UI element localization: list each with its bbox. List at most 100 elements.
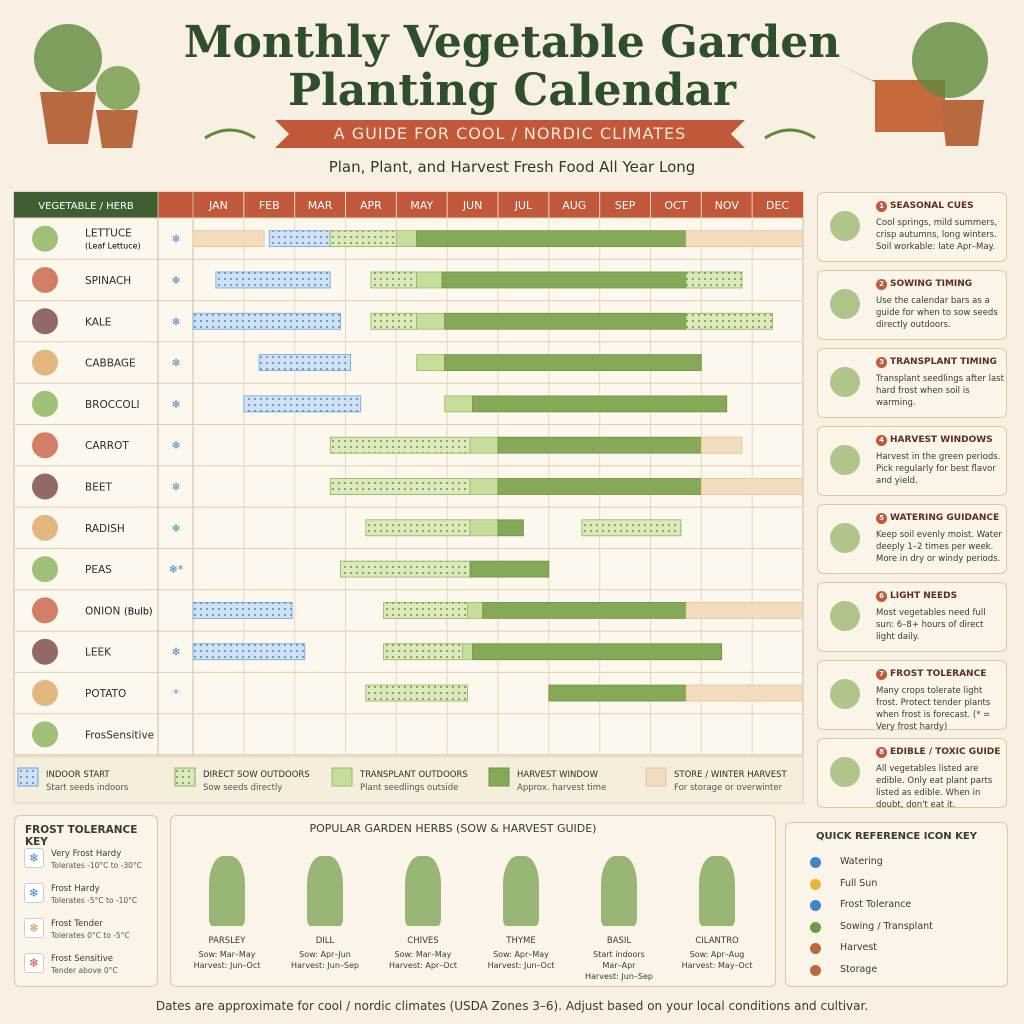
- legend-title: INDOOR START: [46, 770, 110, 780]
- card-text: Transplant seedlings after last hard fro…: [876, 374, 1004, 408]
- legend-title: TRANSPLANT OUTDOORS: [359, 770, 468, 780]
- veg-icon: [32, 473, 58, 500]
- card: 8 EDIBLE / TOXIC GUIDE All vegetables list…: [817, 738, 1007, 810]
- period-bar: [395, 230, 418, 248]
- period-bar: [370, 312, 418, 330]
- veg-icon: [32, 349, 58, 376]
- subtitle: Plan, Plant, and Harvest Fresh Food All …: [328, 158, 696, 176]
- icon-key-label: Frost Tolerance: [840, 899, 912, 910]
- veg-note: (Bulb): [124, 606, 153, 617]
- icon-key-icon: [810, 921, 821, 933]
- veg-icon: [32, 225, 58, 252]
- card-title: 2 SOWING TIMING: [876, 279, 972, 290]
- period-bar: [497, 436, 702, 454]
- card-text: Keep soil evenly moist. Water deeply 1–2…: [876, 530, 1002, 564]
- herb-name: CILANTRO: [695, 936, 739, 946]
- frost-key-icon: ❄: [24, 883, 44, 903]
- veg-name: CABBAGE: [85, 358, 136, 370]
- veg-name: SPINACH: [85, 275, 131, 287]
- veg-name: PEAS: [85, 564, 112, 576]
- herb-line: Harvest: Jun–Oct: [487, 961, 555, 970]
- veg-name: KALE: [85, 316, 111, 328]
- card: 4 HARVEST WINDOWS Harvest in the green per…: [817, 426, 1007, 496]
- veg-name: POTATO: [85, 688, 126, 700]
- card-title: 7 FROST TOLERANCE: [876, 669, 986, 680]
- month-label: MAY: [410, 199, 433, 212]
- icon-key-icon: [810, 900, 821, 911]
- herb-line: Harvest: May–Oct: [681, 961, 753, 970]
- month-label: FEB: [259, 199, 280, 212]
- period-bar: [444, 395, 473, 413]
- frost-symbol: ❄: [171, 315, 180, 328]
- card-icon: [830, 601, 860, 631]
- card-title-text: SEASONAL CUES: [890, 201, 974, 211]
- period-bar: [416, 312, 446, 330]
- card-number: 3: [876, 357, 887, 368]
- legend-text: Plant seedlings outside: [360, 783, 458, 793]
- card-title-text: EDIBLE / TOXIC GUIDE: [890, 747, 1001, 757]
- herb-line: Mar–Apr: [602, 961, 636, 970]
- month-label: OCT: [664, 199, 687, 212]
- legend-text: Sow seeds directly: [203, 783, 282, 793]
- veg-name: LETTUCE: [85, 228, 132, 240]
- period-bar: [329, 478, 471, 495]
- card-number: 7: [876, 669, 887, 680]
- herb-line: Harvest: Jun–Sep: [291, 961, 359, 970]
- card-number: 5: [876, 513, 887, 524]
- herb-name: THYME: [506, 936, 536, 946]
- period-bar: [365, 519, 471, 537]
- icon-key-icon: [810, 857, 821, 868]
- frost-symbol: ❄: [171, 481, 180, 494]
- month-label: SEP: [615, 199, 636, 212]
- period-bar: [444, 312, 687, 330]
- card-icon: [830, 679, 860, 709]
- banner: A GUIDE FOR COOL / NORDIC CLIMATES: [275, 120, 745, 148]
- card: 7 FROST TOLERANCE Many crops tolerate ligh…: [817, 660, 1007, 732]
- frost-key-title: FROST TOLERANCE KEY: [25, 824, 138, 848]
- card: 3 TRANSPLANT TIMING Transplant seedlings a…: [817, 348, 1007, 418]
- period-bar: [444, 354, 702, 371]
- card-title-text: LIGHT NEEDS: [890, 591, 958, 601]
- period-bar: [215, 271, 331, 289]
- veg-name: LEEK: [85, 647, 112, 659]
- card-title: 4 HARVEST WINDOWS: [876, 435, 993, 446]
- frost-symbol: ❄: [171, 522, 180, 535]
- period-bar: [467, 602, 484, 619]
- icon-key-icon: [810, 878, 821, 890]
- month-label: DEC: [766, 199, 789, 212]
- frost-key-name: Frost Sensitive: [51, 954, 113, 964]
- month-label: JUN: [462, 199, 483, 212]
- period-bar: [192, 602, 293, 619]
- frost-symbol: ❄: [171, 439, 180, 452]
- month-label: APR: [360, 199, 382, 212]
- herb-line: Sow: Apr–Aug: [689, 950, 745, 959]
- icon-key-label: Storage: [840, 963, 878, 975]
- card-title: 6 LIGHT NEEDS: [876, 591, 957, 602]
- period-bar: [192, 230, 265, 248]
- card-title-text: TRANSPLANT TIMING: [890, 357, 997, 367]
- veg-icon: [32, 266, 58, 293]
- frost-key-icon: ❄: [24, 918, 44, 938]
- veg-icon: [32, 597, 58, 624]
- icon-key-label: Watering: [840, 856, 883, 867]
- veg-name: ONION: [85, 605, 120, 617]
- frost-key-name: Frost Tender: [51, 919, 103, 929]
- veg-name: BEET: [85, 482, 112, 494]
- period-bar: [462, 643, 473, 661]
- card-icon: [830, 523, 860, 553]
- legend-swatch: [17, 767, 39, 787]
- title: Monthly Vegetable Garden: [183, 17, 841, 68]
- card-text: Most vegetables need full sun: 6–8+ hour…: [876, 608, 986, 642]
- legend-title: STORE / WINTER HARVEST: [674, 770, 787, 780]
- card-title: 8 EDIBLE / TOXIC GUIDE: [876, 747, 1000, 758]
- card-icon: [830, 757, 860, 787]
- card-text: Use the calendar bars as a guide for whe…: [876, 296, 998, 330]
- icon-key: QUICK REFERENCE ICON KEY Watering Full Sun…: [785, 822, 1008, 987]
- period-bar: [469, 519, 499, 537]
- card-number: 6: [876, 591, 887, 602]
- period-bar: [192, 312, 341, 330]
- veg-icon: [32, 638, 58, 665]
- card-number: 8: [876, 747, 887, 758]
